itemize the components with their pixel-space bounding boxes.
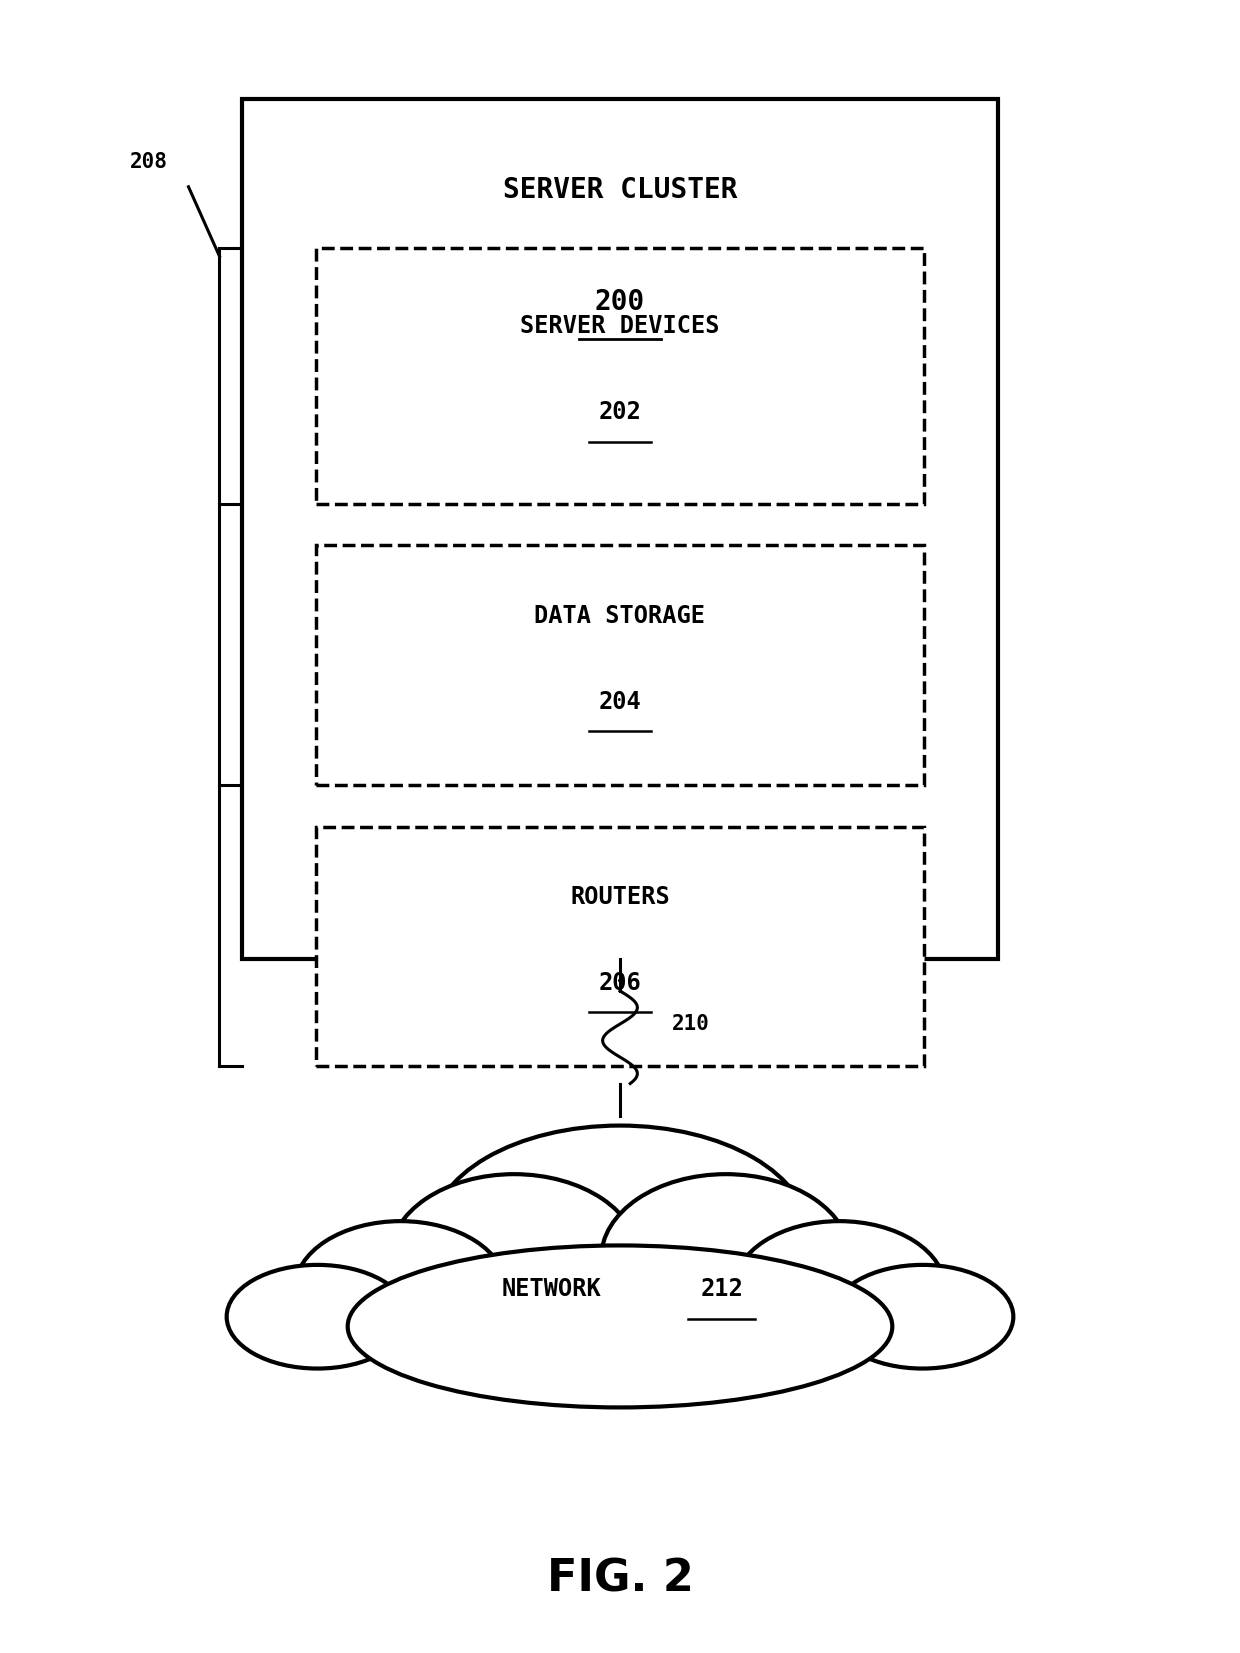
- Text: SERVER DEVICES: SERVER DEVICES: [521, 314, 719, 339]
- Text: 200: 200: [595, 289, 645, 316]
- Text: 212: 212: [701, 1278, 743, 1301]
- Text: ROUTERS: ROUTERS: [570, 884, 670, 909]
- Ellipse shape: [733, 1222, 945, 1357]
- Text: 204: 204: [599, 689, 641, 714]
- Ellipse shape: [295, 1222, 507, 1357]
- Ellipse shape: [832, 1265, 1013, 1369]
- Text: 206: 206: [599, 970, 641, 995]
- Bar: [242, 99, 998, 959]
- Bar: [316, 826, 924, 1066]
- Bar: [316, 545, 924, 785]
- Text: SERVER CLUSTER: SERVER CLUSTER: [502, 177, 738, 203]
- Ellipse shape: [389, 1174, 639, 1342]
- Bar: [316, 248, 924, 504]
- Text: 208: 208: [130, 152, 167, 172]
- Ellipse shape: [227, 1265, 408, 1369]
- Text: FIG. 2: FIG. 2: [547, 1557, 693, 1600]
- Text: DATA STORAGE: DATA STORAGE: [534, 603, 706, 628]
- Ellipse shape: [347, 1245, 893, 1407]
- Text: 210: 210: [672, 1013, 711, 1035]
- Text: NETWORK: NETWORK: [502, 1278, 601, 1301]
- Ellipse shape: [432, 1126, 808, 1346]
- Ellipse shape: [601, 1174, 851, 1342]
- Text: 202: 202: [599, 400, 641, 425]
